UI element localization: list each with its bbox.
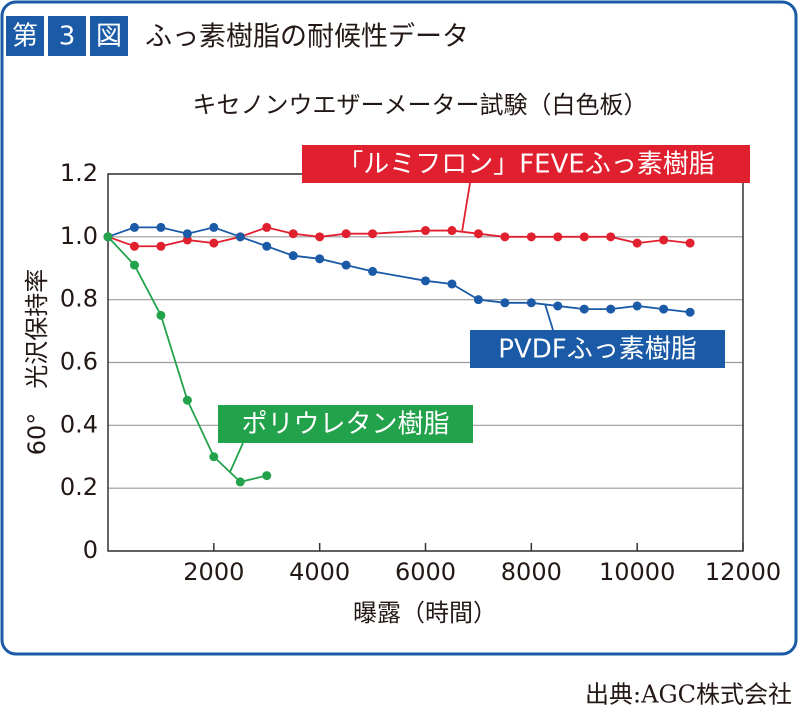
data-point xyxy=(526,232,536,242)
data-point xyxy=(103,232,113,242)
y-tick-label: 1.2 xyxy=(60,159,98,187)
x-axis-label: 曝露（時間） xyxy=(353,599,497,627)
data-point xyxy=(182,395,192,405)
y-tick-label: 1.0 xyxy=(60,222,98,250)
data-point xyxy=(156,222,166,232)
legend-box xyxy=(218,405,473,443)
y-tick-label: 0 xyxy=(83,536,98,564)
x-tick-label: 8000 xyxy=(501,558,562,586)
data-point xyxy=(553,232,563,242)
data-point xyxy=(182,235,192,245)
figure-label-box xyxy=(90,16,128,56)
y-tick-label: 0.8 xyxy=(60,285,98,313)
data-point xyxy=(341,229,351,239)
data-point xyxy=(579,232,589,242)
figure-label: 第 xyxy=(12,22,38,52)
x-tick-label: 6000 xyxy=(395,558,456,586)
series-line xyxy=(107,226,691,314)
data-point xyxy=(235,232,245,242)
x-tick-label: 2000 xyxy=(183,558,244,586)
data-point xyxy=(368,266,378,276)
data-point xyxy=(262,222,272,232)
chart-title: ふっ素樹脂の耐候性データ xyxy=(145,22,469,53)
source: 出典:AGC株式会社 xyxy=(585,681,792,709)
x-tick-label: 10000 xyxy=(599,558,675,586)
data-point xyxy=(368,229,378,239)
data-point xyxy=(315,232,325,242)
legend-label: PVDFふっ素樹脂 xyxy=(498,335,696,365)
data-point xyxy=(315,254,325,264)
data-point xyxy=(526,298,536,308)
data-point xyxy=(129,241,139,251)
data-point xyxy=(606,232,616,242)
data-point xyxy=(579,304,589,314)
x-tick-label: 12000 xyxy=(705,558,781,586)
y-tick-label: 0.4 xyxy=(60,410,98,438)
data-point xyxy=(685,307,695,317)
data-point xyxy=(659,304,669,314)
data-point xyxy=(156,310,166,320)
legend-label: ポリウレタン樹脂 xyxy=(241,410,449,440)
legend-label: 「ルミフロン」FEVEふっ素樹脂 xyxy=(337,150,715,180)
chart-subtitle: キセノンウエザーメーター試験（白色板） xyxy=(192,91,647,119)
y-tick-label: 0.6 xyxy=(60,348,98,376)
x-tick-label: 4000 xyxy=(289,558,350,586)
callout-leader xyxy=(461,182,471,233)
y-tick-label: 0.2 xyxy=(60,473,98,501)
data-point xyxy=(473,229,483,239)
data-point xyxy=(235,477,245,487)
data-point xyxy=(288,229,298,239)
data-point xyxy=(500,232,510,242)
data-point xyxy=(341,260,351,270)
callout-leader xyxy=(229,442,244,473)
legend-box xyxy=(470,330,725,368)
figure-label: 図 xyxy=(96,22,122,52)
data-point xyxy=(447,279,457,289)
figure-label-box xyxy=(48,16,86,56)
data-point xyxy=(447,226,457,236)
y-axis-label: 60° 光沢保持率 xyxy=(23,269,51,456)
data-point xyxy=(209,222,219,232)
data-point xyxy=(421,226,430,236)
data-point xyxy=(262,241,272,251)
data-point xyxy=(632,301,642,311)
data-point xyxy=(421,276,430,286)
figure-label: 3 xyxy=(59,22,76,52)
data-point xyxy=(288,251,298,261)
data-point xyxy=(129,222,139,232)
data-point xyxy=(632,238,642,248)
data-point xyxy=(606,304,616,314)
figure-label-box xyxy=(6,16,44,56)
data-point xyxy=(209,238,219,248)
data-point xyxy=(685,238,695,248)
data-point xyxy=(182,229,192,239)
data-point xyxy=(156,241,166,251)
data-point xyxy=(659,235,669,245)
legend-box xyxy=(302,145,750,183)
data-point xyxy=(129,260,139,270)
series-line xyxy=(107,226,691,248)
data-point xyxy=(553,301,563,311)
data-point xyxy=(209,452,219,462)
callout-leader xyxy=(544,303,554,331)
data-point xyxy=(500,298,510,308)
data-point xyxy=(262,471,272,481)
data-point xyxy=(473,295,483,305)
